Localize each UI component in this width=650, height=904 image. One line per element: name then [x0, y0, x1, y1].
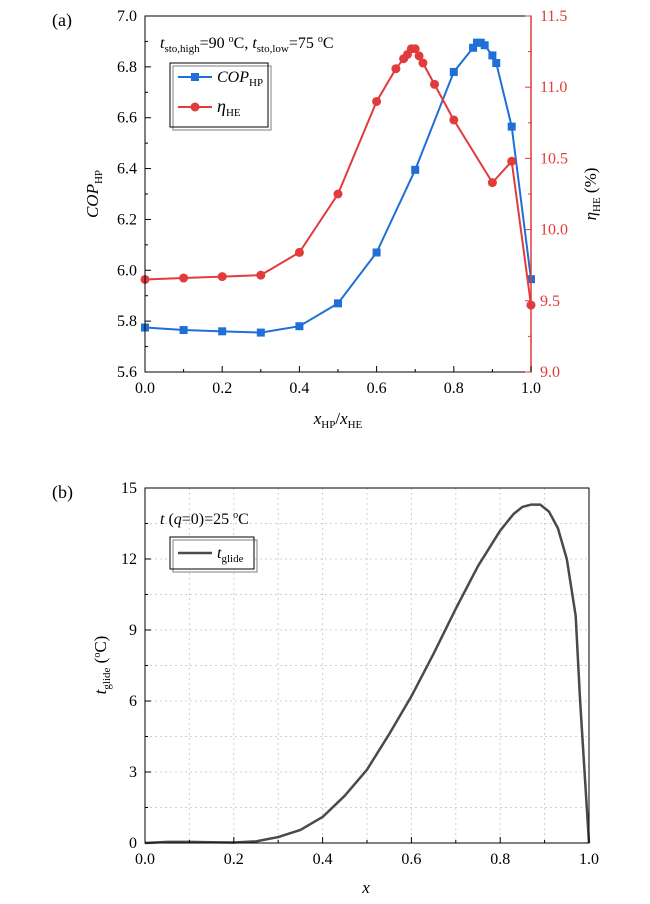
- eta-he-point: [430, 79, 439, 89]
- cop-hp-point: [469, 43, 478, 52]
- cop-hp-point: [334, 299, 342, 308]
- panel-b: (b) 0.0 0.2 0.4 0.6 0.8 1.0 0 3 6 9 12 15 t (q=0)=…: [52, 480, 599, 897]
- eta-he-point: [414, 51, 424, 61]
- panel-a-annotation: tsto,high=90 oC, tsto,low=75 oC: [160, 34, 334, 55]
- panel-a-x-ticks: 0.0 0.2 0.4 0.6 0.8 1.0: [135, 366, 541, 397]
- cop-hp-point: [218, 327, 227, 336]
- legend-cop-marker: [191, 73, 199, 81]
- x-tick-label: 0.0: [135, 380, 155, 397]
- x-tick-label: 0.2: [224, 851, 244, 868]
- y-tick-label: 15: [121, 480, 137, 497]
- panel-a-right-y-label: ηHE (%): [581, 168, 603, 221]
- cop-hp-point: [295, 322, 304, 331]
- eta-he-point: [391, 64, 401, 74]
- t-glide-line: [144, 503, 591, 845]
- eta-he-point: [507, 156, 517, 166]
- y-tick-label: 12: [121, 551, 137, 568]
- panel-b-legend: tglide: [169, 536, 258, 573]
- x-tick-label: 1.0: [521, 380, 541, 397]
- right-y-tick-label: 9.0: [540, 364, 560, 381]
- legend-glide-label: tglide: [217, 545, 244, 565]
- eta-he-point: [217, 272, 227, 282]
- panel-b-annotation: t (q=0)=25 oC: [160, 510, 249, 528]
- panel-label-a: (a): [52, 10, 72, 31]
- eta-he-point: [179, 273, 189, 283]
- cop-hp-point: [372, 248, 381, 257]
- eta-he-point: [410, 44, 420, 54]
- right-y-tick-label: 11.0: [540, 79, 567, 96]
- panel-b-y-label: tglide (oC): [91, 636, 113, 695]
- panel-a-y-label: COPHP: [83, 170, 105, 218]
- panel-b-x-label: x: [361, 878, 370, 897]
- x-tick-label: 0.6: [367, 380, 387, 397]
- y-tick-label: 9: [129, 622, 137, 639]
- eta-he-point: [449, 115, 459, 125]
- panel-b-y-ticks: 0 3 6 9 12 15: [121, 480, 151, 852]
- cop-hp-point: [507, 122, 516, 131]
- y-tick-label: 3: [129, 764, 137, 781]
- y-tick-label: 6.8: [117, 59, 137, 76]
- right-y-tick-label: 10.5: [540, 150, 568, 167]
- eta-he-point: [256, 270, 266, 280]
- eta-he-point: [372, 96, 382, 106]
- x-tick-label: 1.0: [579, 851, 599, 868]
- cop-hp-point: [179, 326, 188, 335]
- y-tick-label: 5.8: [117, 313, 137, 330]
- panel-b-gridlines: [145, 488, 589, 843]
- x-tick-label: 0.8: [490, 851, 510, 868]
- cop-hp-point: [411, 165, 420, 174]
- cop-hp-point: [480, 41, 489, 50]
- legend-frame: [169, 62, 269, 128]
- panel-a-legend: COPHP ηHE: [169, 62, 272, 131]
- cop-hp-point: [492, 59, 501, 68]
- right-y-tick-label: 10.0: [540, 222, 568, 239]
- eta-he-point: [294, 247, 304, 257]
- cop-hp-point: [449, 67, 458, 76]
- panel-a: (a) 0.0 0.2 0.4 0.6 0.8 1.0 5.6 5.8 6.0 6.2 6.4 6.…: [52, 8, 603, 431]
- eta-he-point: [487, 178, 497, 188]
- right-y-tick-label: 9.5: [540, 293, 560, 310]
- panel-a-right-y-ticks: 9.0 9.5 10.0 10.5 11.0 11.5: [525, 8, 568, 381]
- y-tick-label: 6: [129, 693, 137, 710]
- x-tick-label: 0.8: [444, 380, 464, 397]
- y-tick-label: 6.6: [117, 110, 137, 127]
- legend-shadow: [172, 539, 258, 573]
- legend-eta-marker: [190, 102, 200, 112]
- cop-hp-point: [488, 51, 497, 60]
- y-tick-label: 6.0: [117, 262, 137, 279]
- x-tick-label: 0.2: [212, 380, 232, 397]
- legend-eta-label: ηHE: [217, 96, 241, 119]
- panel-a-y-ticks: 5.6 5.8 6.0 6.2 6.4 6.6 6.8 7.0: [117, 8, 151, 381]
- x-tick-label: 0.6: [401, 851, 421, 868]
- cop-hp-point: [256, 328, 265, 337]
- y-tick-label: 6.4: [117, 161, 137, 178]
- panel-b-series: [144, 503, 591, 845]
- x-tick-label: 0.0: [135, 851, 155, 868]
- panel-label-b: (b): [52, 482, 73, 503]
- x-tick-label: 0.4: [313, 851, 333, 868]
- eta-he-point: [333, 189, 343, 199]
- y-tick-label: 6.2: [117, 211, 137, 228]
- y-tick-label: 0: [129, 835, 137, 852]
- eta-he-point: [418, 58, 428, 68]
- y-tick-label: 7.0: [117, 8, 137, 25]
- panel-b-x-ticks: 0.0 0.2 0.4 0.6 0.8 1.0: [135, 837, 599, 868]
- panel-a-x-label: xHP/xHE: [313, 409, 363, 431]
- x-tick-label: 0.4: [289, 380, 309, 397]
- legend-cop-label: COPHP: [217, 69, 263, 89]
- legend-shadow: [172, 65, 272, 131]
- y-tick-label: 5.6: [117, 364, 137, 381]
- right-y-tick-label: 11.5: [540, 8, 567, 25]
